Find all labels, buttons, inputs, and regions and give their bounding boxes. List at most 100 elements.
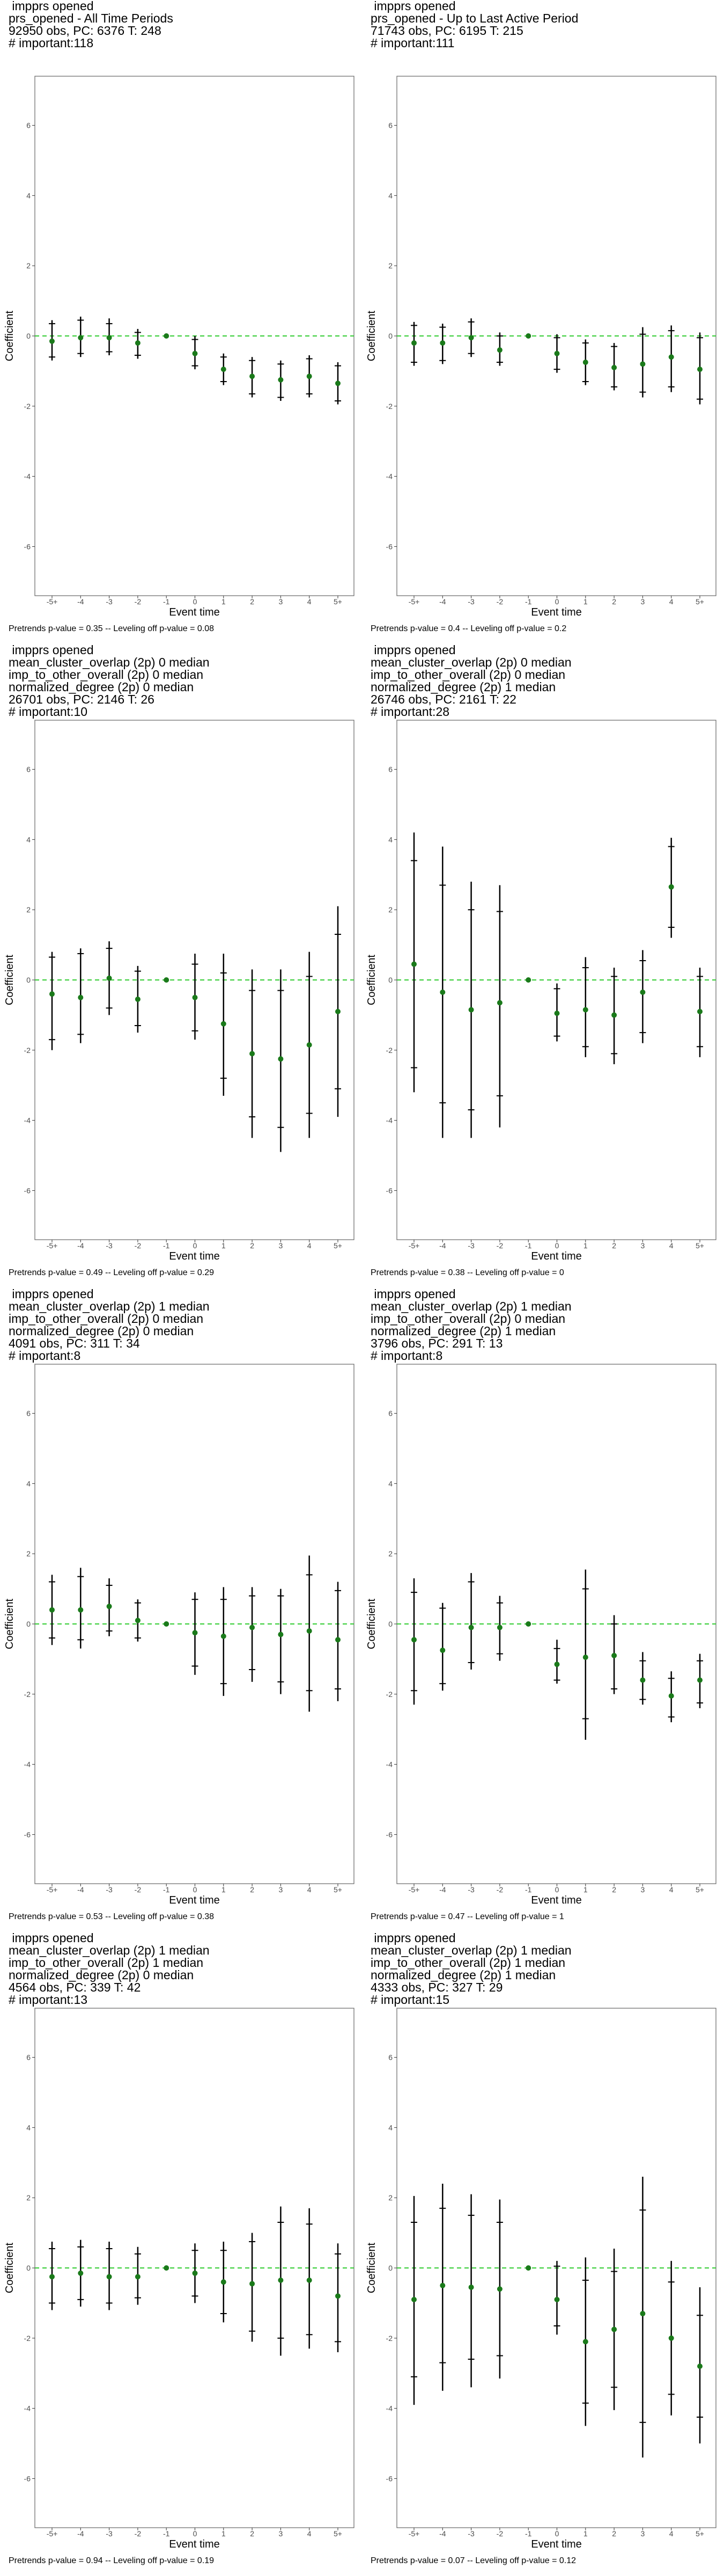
coefficient-point: [468, 1624, 474, 1630]
coefficient-point: [135, 996, 141, 1002]
chart-title-line: impprs opened: [9, 1931, 94, 1945]
coefficient-point: [249, 2281, 255, 2287]
x-tick-label: -1: [525, 2529, 532, 2538]
chart-title-line: normalized_degree (2p) 1 median: [371, 680, 556, 694]
x-tick-label: 0: [555, 1885, 559, 1894]
y-tick-label: -6: [386, 1186, 393, 1195]
y-tick-label: 6: [388, 2053, 393, 2062]
coefficient-point: [440, 2282, 446, 2288]
coefficient-point: [526, 977, 531, 983]
coefficient-point: [411, 1637, 417, 1643]
x-tick-label: 4: [307, 2529, 312, 2538]
coefficient-point: [468, 1007, 474, 1013]
coefficient-point: [106, 1604, 112, 1609]
chart-title-line: prs_opened - All Time Periods: [9, 11, 173, 25]
x-tick-label: 2: [250, 2529, 254, 2538]
coefficient-point: [554, 350, 560, 356]
chart-title-line: prs_opened - Up to Last Active Period: [371, 11, 579, 25]
coefficient-point: [135, 340, 141, 346]
y-tick-label: 2: [388, 905, 393, 914]
y-tick-label: -6: [386, 2474, 393, 2483]
x-tick-label: -2: [135, 1885, 142, 1894]
x-tick-label: -3: [468, 1241, 475, 1250]
chart-title-line: mean_cluster_overlap (2p) 1 median: [371, 1943, 572, 1957]
y-tick-label: 0: [26, 332, 31, 340]
event-study-plot: 6 4 2 0 -2 -4 -6 Coefficient -5+ -4 -3 -2 -1 0 1 2 3 4 5+ E…: [366, 2008, 716, 2550]
y-tick-label: 6: [26, 2053, 31, 2062]
x-tick-label: 0: [193, 597, 197, 606]
y-tick-label: -2: [24, 1046, 31, 1055]
chart-title: impprs opened mean_cluster_overlap (2p) 0…: [9, 644, 210, 718]
x-tick-label: 3: [279, 597, 283, 606]
y-tick-label: 4: [388, 191, 393, 200]
x-tick-label: -5+: [47, 2529, 58, 2538]
chart-panel-5: impprs opened mean_cluster_overlap (2p) 1…: [0, 1288, 362, 1932]
y-tick-label: -4: [386, 472, 393, 481]
y-tick-label: -6: [24, 542, 31, 551]
coefficient-point: [49, 1607, 55, 1613]
y-tick-label: -4: [24, 2404, 31, 2413]
coefficient-point: [554, 1011, 560, 1016]
chart-title: impprs opened mean_cluster_overlap (2p) 1…: [9, 1288, 210, 1362]
coefficient-point: [411, 340, 417, 346]
x-tick-label: 3: [641, 1241, 645, 1250]
event-study-plot: 6 4 2 0 -2 -4 -6 Coefficient -5+ -4 -3 -2 -1 0 1 2 3 4 5+ E…: [366, 720, 716, 1262]
x-tick-label: -5+: [47, 1241, 58, 1250]
x-tick-label: -2: [497, 597, 504, 606]
y-tick-label: -2: [386, 1690, 393, 1699]
pvalue-footer: Pretrends p-value = 0.53 -- Leveling off…: [9, 1912, 215, 1921]
chart-title-line: # important:10: [9, 705, 88, 719]
x-tick-label: -4: [439, 1885, 446, 1894]
x-tick-label: 5+: [696, 1885, 704, 1894]
y-axis-label: Coefficient: [366, 1598, 378, 1649]
y-tick-label: 0: [388, 332, 393, 340]
chart-title-line: imp_to_other_overall (2p) 0 median: [371, 668, 566, 682]
chart-title-line: 3796 obs, PC: 291 T: 13: [371, 1336, 503, 1350]
x-tick-label: 0: [193, 2529, 197, 2538]
x-tick-label: 2: [612, 2529, 616, 2538]
x-tick-label: -5+: [409, 2529, 420, 2538]
y-tick-label: 2: [26, 261, 31, 270]
coefficient-point: [611, 1652, 617, 1658]
x-tick-label: 5+: [334, 1241, 342, 1250]
y-tick-label: 0: [26, 976, 31, 984]
x-tick-label: -1: [525, 1885, 532, 1894]
x-axis-label: Event time: [169, 606, 219, 618]
coefficient-point: [335, 2293, 341, 2299]
y-tick-label: -6: [386, 542, 393, 551]
y-tick-label: 2: [388, 1549, 393, 1558]
y-tick-label: 0: [388, 1620, 393, 1628]
coefficient-point: [335, 380, 341, 386]
coefficient-point: [668, 884, 674, 890]
x-axis-label: Event time: [169, 2538, 219, 2550]
coefficient-point: [220, 367, 226, 372]
x-tick-label: 1: [583, 597, 588, 606]
chart-title-line: imp_to_other_overall (2p) 1 median: [9, 1956, 204, 1970]
x-tick-label: 2: [612, 1885, 616, 1894]
x-tick-label: 5+: [334, 2529, 342, 2538]
y-tick-label: -4: [24, 1116, 31, 1125]
x-tick-label: 2: [612, 597, 616, 606]
y-tick-label: 4: [26, 2123, 31, 2132]
coefficient-point: [278, 2277, 284, 2283]
chart-title-line: impprs opened: [9, 1287, 94, 1301]
chart-title-line: 71743 obs, PC: 6195 T: 215: [371, 24, 523, 38]
coefficient-point: [192, 1630, 198, 1636]
chart-title-line: impprs opened: [9, 0, 94, 13]
coefficient-point: [554, 2296, 560, 2302]
coefficient-point: [526, 333, 531, 339]
coefficient-point: [306, 2277, 312, 2283]
chart-title-line: # important:13: [9, 1993, 88, 2007]
chart-title: impprs opened mean_cluster_overlap (2p) 1…: [9, 1932, 210, 2006]
y-axis-label: Coefficient: [4, 954, 16, 1005]
x-tick-label: 1: [583, 1885, 588, 1894]
x-tick-label: 0: [555, 1241, 559, 1250]
x-tick-label: 4: [307, 597, 312, 606]
coefficient-point: [440, 340, 446, 346]
y-tick-label: 6: [26, 1409, 31, 1418]
chart-panel-3: impprs opened mean_cluster_overlap (2p) 0…: [0, 644, 362, 1288]
coefficient-point: [526, 2265, 531, 2271]
chart-panel-2: impprs opened prs_opened - Up to Last Act…: [362, 0, 724, 644]
coefficient-point: [249, 1624, 255, 1630]
x-tick-label: -4: [77, 1885, 84, 1894]
